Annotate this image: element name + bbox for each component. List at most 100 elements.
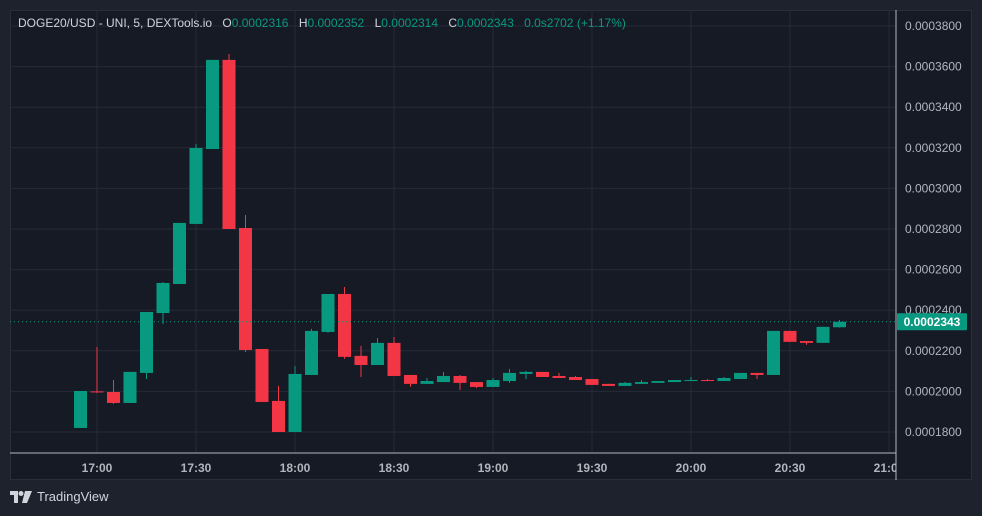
candle-down <box>552 372 566 379</box>
candle-up <box>717 376 731 382</box>
price-tick-label: 0.0002000 <box>905 384 962 398</box>
candle-body <box>569 376 582 381</box>
candle-down <box>750 372 764 380</box>
candle-body <box>750 372 764 375</box>
candle-up <box>668 380 681 383</box>
time-tick-label: 17:30 <box>181 461 212 475</box>
candlestick-chart[interactable]: 0.00018000.00020000.00022000.00024000.00… <box>10 10 972 480</box>
candle-up <box>833 319 846 328</box>
candle-body <box>668 380 681 383</box>
time-tick-label: 17:00 <box>82 461 113 475</box>
candle-up <box>420 378 434 384</box>
price-tick-label: 0.0002800 <box>905 222 962 236</box>
candle-body <box>684 380 698 382</box>
candle-body <box>800 341 813 343</box>
chart-panel <box>10 10 972 480</box>
candle-body <box>222 59 236 229</box>
candle-down <box>470 382 483 388</box>
candle-up <box>173 222 186 285</box>
candle-up <box>305 328 318 375</box>
candle-body <box>635 382 648 384</box>
candle-body <box>470 382 483 387</box>
candle-down <box>783 330 797 342</box>
candle-down <box>107 380 120 404</box>
candle-up <box>371 338 384 366</box>
candle-up <box>767 330 780 375</box>
candle-body <box>189 148 203 224</box>
low-label: L <box>374 16 382 30</box>
change-value: (+1.17%) <box>576 16 626 30</box>
candle-up <box>123 371 137 403</box>
candle-down <box>338 287 351 359</box>
candle-body <box>107 392 120 403</box>
price-tick-label: 0.0003400 <box>905 100 962 114</box>
price-axis[interactable]: 0.00018000.00020000.00022000.00024000.00… <box>905 19 962 439</box>
candle-up <box>635 380 648 384</box>
high-label: H <box>298 16 308 30</box>
candle-body <box>123 371 137 403</box>
candle-body <box>552 375 566 379</box>
candle-up <box>519 370 533 380</box>
candle-up <box>651 381 665 383</box>
time-axis[interactable]: 17:00 17:30 18:00 18:30 19:00 19:30 20:00 20:30… <box>82 461 905 475</box>
candle-body <box>354 355 368 366</box>
candle-body <box>437 375 450 383</box>
candle-body <box>783 330 797 342</box>
candle-body <box>239 227 252 350</box>
candles <box>74 54 846 432</box>
candle-up <box>734 372 747 380</box>
candle-up <box>189 143 203 224</box>
candle-body <box>173 222 186 285</box>
close-label: C <box>448 16 458 30</box>
candle-up <box>206 59 219 150</box>
candle-body <box>338 293 351 357</box>
price-tick-label: 0.0001800 <box>905 425 962 439</box>
price-tick-label: 0.0003800 <box>905 19 962 33</box>
time-tick-label: 19:00 <box>478 461 509 475</box>
candle-down <box>701 379 714 382</box>
candle-body <box>519 371 533 374</box>
price-tick-label: 0.0003000 <box>905 181 962 195</box>
candle-body <box>272 400 285 432</box>
candle-body <box>420 381 434 384</box>
time-tick-label: 18:30 <box>379 461 410 475</box>
candle-body <box>305 330 318 375</box>
candle-up <box>156 281 170 325</box>
candle-body <box>816 326 830 343</box>
candle-up <box>437 371 450 383</box>
candle-body <box>206 59 219 150</box>
candle-body <box>767 330 780 375</box>
candle-body <box>255 348 269 402</box>
candle-body <box>734 372 747 380</box>
symbol-title[interactable]: DOGE20/USD - UNI, 5, DEXTools.io <box>18 16 213 30</box>
candle-body <box>651 381 665 383</box>
candle-down <box>800 341 813 345</box>
candle-down <box>569 375 582 381</box>
grid <box>10 10 896 453</box>
time-tick-label: 20:30 <box>775 461 806 475</box>
candle-up <box>503 368 516 383</box>
candle-up <box>74 390 87 428</box>
candle-body <box>387 342 401 376</box>
candle-up <box>816 326 830 343</box>
time-tick-label: 18:00 <box>280 461 311 475</box>
candle-up <box>321 293 335 333</box>
candle-body <box>486 380 500 387</box>
candle-down <box>453 374 467 390</box>
candle-body <box>74 390 87 428</box>
candle-body <box>602 383 615 386</box>
candle-down <box>255 348 269 402</box>
candle-body <box>833 321 846 328</box>
candle-body <box>288 373 302 432</box>
low-value: 0.0002314 <box>381 16 438 30</box>
candle-body <box>717 378 731 382</box>
last-price-badge <box>897 313 967 331</box>
candle-down <box>404 374 417 387</box>
ohlc-legend: DOGE20/USD - UNI, 5, DEXTools.io O0.0002… <box>18 16 626 30</box>
tradingview-brand[interactable]: TradingView <box>10 489 109 504</box>
price-tick-label: 0.0002200 <box>905 344 962 358</box>
candle-down <box>239 214 252 353</box>
last-price-text: 0.0002343 <box>904 315 961 329</box>
volume-value: 0.0s2702 <box>524 16 574 30</box>
candle-body <box>371 342 384 366</box>
